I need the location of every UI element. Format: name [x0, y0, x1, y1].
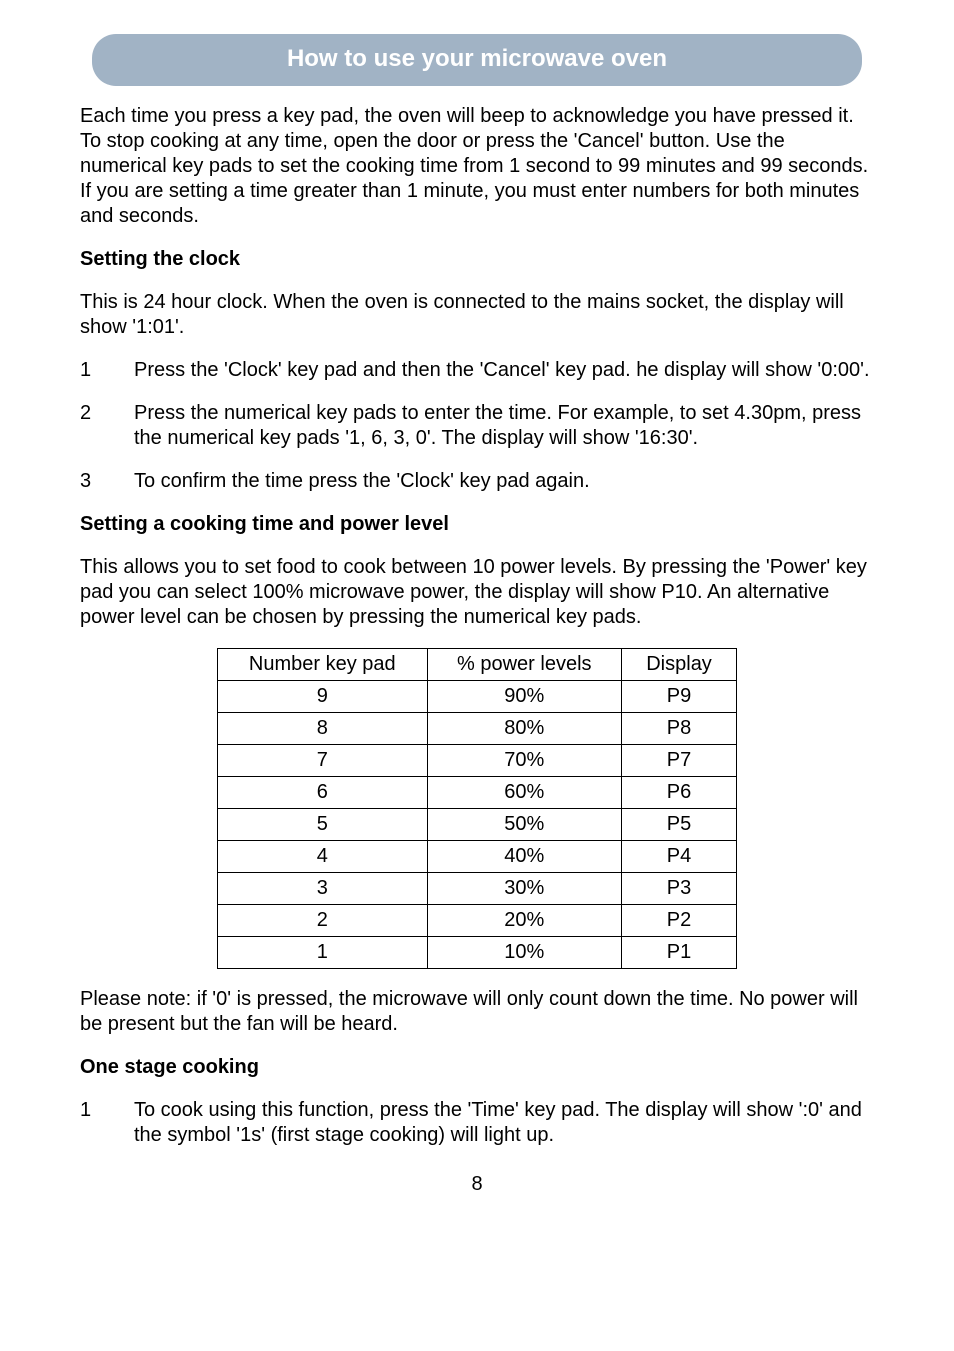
- cell-keypad: 3: [218, 873, 428, 905]
- cell-display: P9: [622, 681, 737, 713]
- col-number-key-pad: Number key pad: [218, 649, 428, 681]
- page-banner: How to use your microwave oven: [92, 34, 862, 86]
- cell-power: 90%: [427, 681, 622, 713]
- setting-clock-intro: This is 24 hour clock. When the oven is …: [80, 290, 874, 340]
- cell-keypad: 8: [218, 713, 428, 745]
- step-text: Press the numerical key pads to enter th…: [134, 401, 874, 451]
- clock-step: 2 Press the numerical key pads to enter …: [80, 401, 874, 451]
- table-row: 5 50% P5: [218, 809, 737, 841]
- cell-power: 30%: [427, 873, 622, 905]
- step-number: 1: [80, 1098, 134, 1148]
- table-row: 3 30% P3: [218, 873, 737, 905]
- page: How to use your microwave oven Each time…: [0, 0, 954, 1237]
- step-number: 3: [80, 469, 134, 494]
- cell-keypad: 1: [218, 937, 428, 969]
- step-text: To cook using this function, press the '…: [134, 1098, 874, 1148]
- table-row: 7 70% P7: [218, 745, 737, 777]
- cell-power: 80%: [427, 713, 622, 745]
- cell-power: 40%: [427, 841, 622, 873]
- cell-power: 10%: [427, 937, 622, 969]
- step-number: 1: [80, 358, 134, 383]
- heading-setting-clock: Setting the clock: [80, 247, 874, 272]
- cook-time-power-intro: This allows you to set food to cook betw…: [80, 555, 874, 630]
- table-row: 1 10% P1: [218, 937, 737, 969]
- cell-power: 50%: [427, 809, 622, 841]
- power-note: Please note: if '0' is pressed, the micr…: [80, 987, 874, 1037]
- cell-keypad: 6: [218, 777, 428, 809]
- page-number: 8: [80, 1172, 874, 1197]
- one-stage-step: 1 To cook using this function, press the…: [80, 1098, 874, 1148]
- table-row: 8 80% P8: [218, 713, 737, 745]
- cell-power: 60%: [427, 777, 622, 809]
- clock-step: 1 Press the 'Clock' key pad and then the…: [80, 358, 874, 383]
- cell-display: P1: [622, 937, 737, 969]
- cell-display: P4: [622, 841, 737, 873]
- heading-cook-time-power: Setting a cooking time and power level: [80, 512, 874, 537]
- cell-display: P7: [622, 745, 737, 777]
- cell-keypad: 5: [218, 809, 428, 841]
- table-row: 4 40% P4: [218, 841, 737, 873]
- cell-keypad: 4: [218, 841, 428, 873]
- col-percent-power: % power levels: [427, 649, 622, 681]
- table-row: 6 60% P6: [218, 777, 737, 809]
- cell-display: P5: [622, 809, 737, 841]
- cell-display: P8: [622, 713, 737, 745]
- step-text: Press the 'Clock' key pad and then the '…: [134, 358, 874, 383]
- cell-power: 70%: [427, 745, 622, 777]
- cell-keypad: 2: [218, 905, 428, 937]
- step-number: 2: [80, 401, 134, 451]
- cell-display: P6: [622, 777, 737, 809]
- cell-keypad: 7: [218, 745, 428, 777]
- cell-display: P2: [622, 905, 737, 937]
- clock-step: 3 To confirm the time press the 'Clock' …: [80, 469, 874, 494]
- intro-paragraph: Each time you press a key pad, the oven …: [80, 104, 874, 229]
- table-header-row: Number key pad % power levels Display: [218, 649, 737, 681]
- step-text: To confirm the time press the 'Clock' ke…: [134, 469, 874, 494]
- table-row: 2 20% P2: [218, 905, 737, 937]
- col-display: Display: [622, 649, 737, 681]
- heading-one-stage-cooking: One stage cooking: [80, 1055, 874, 1080]
- cell-keypad: 9: [218, 681, 428, 713]
- power-level-table: Number key pad % power levels Display 9 …: [217, 648, 737, 969]
- cell-power: 20%: [427, 905, 622, 937]
- table-row: 9 90% P9: [218, 681, 737, 713]
- cell-display: P3: [622, 873, 737, 905]
